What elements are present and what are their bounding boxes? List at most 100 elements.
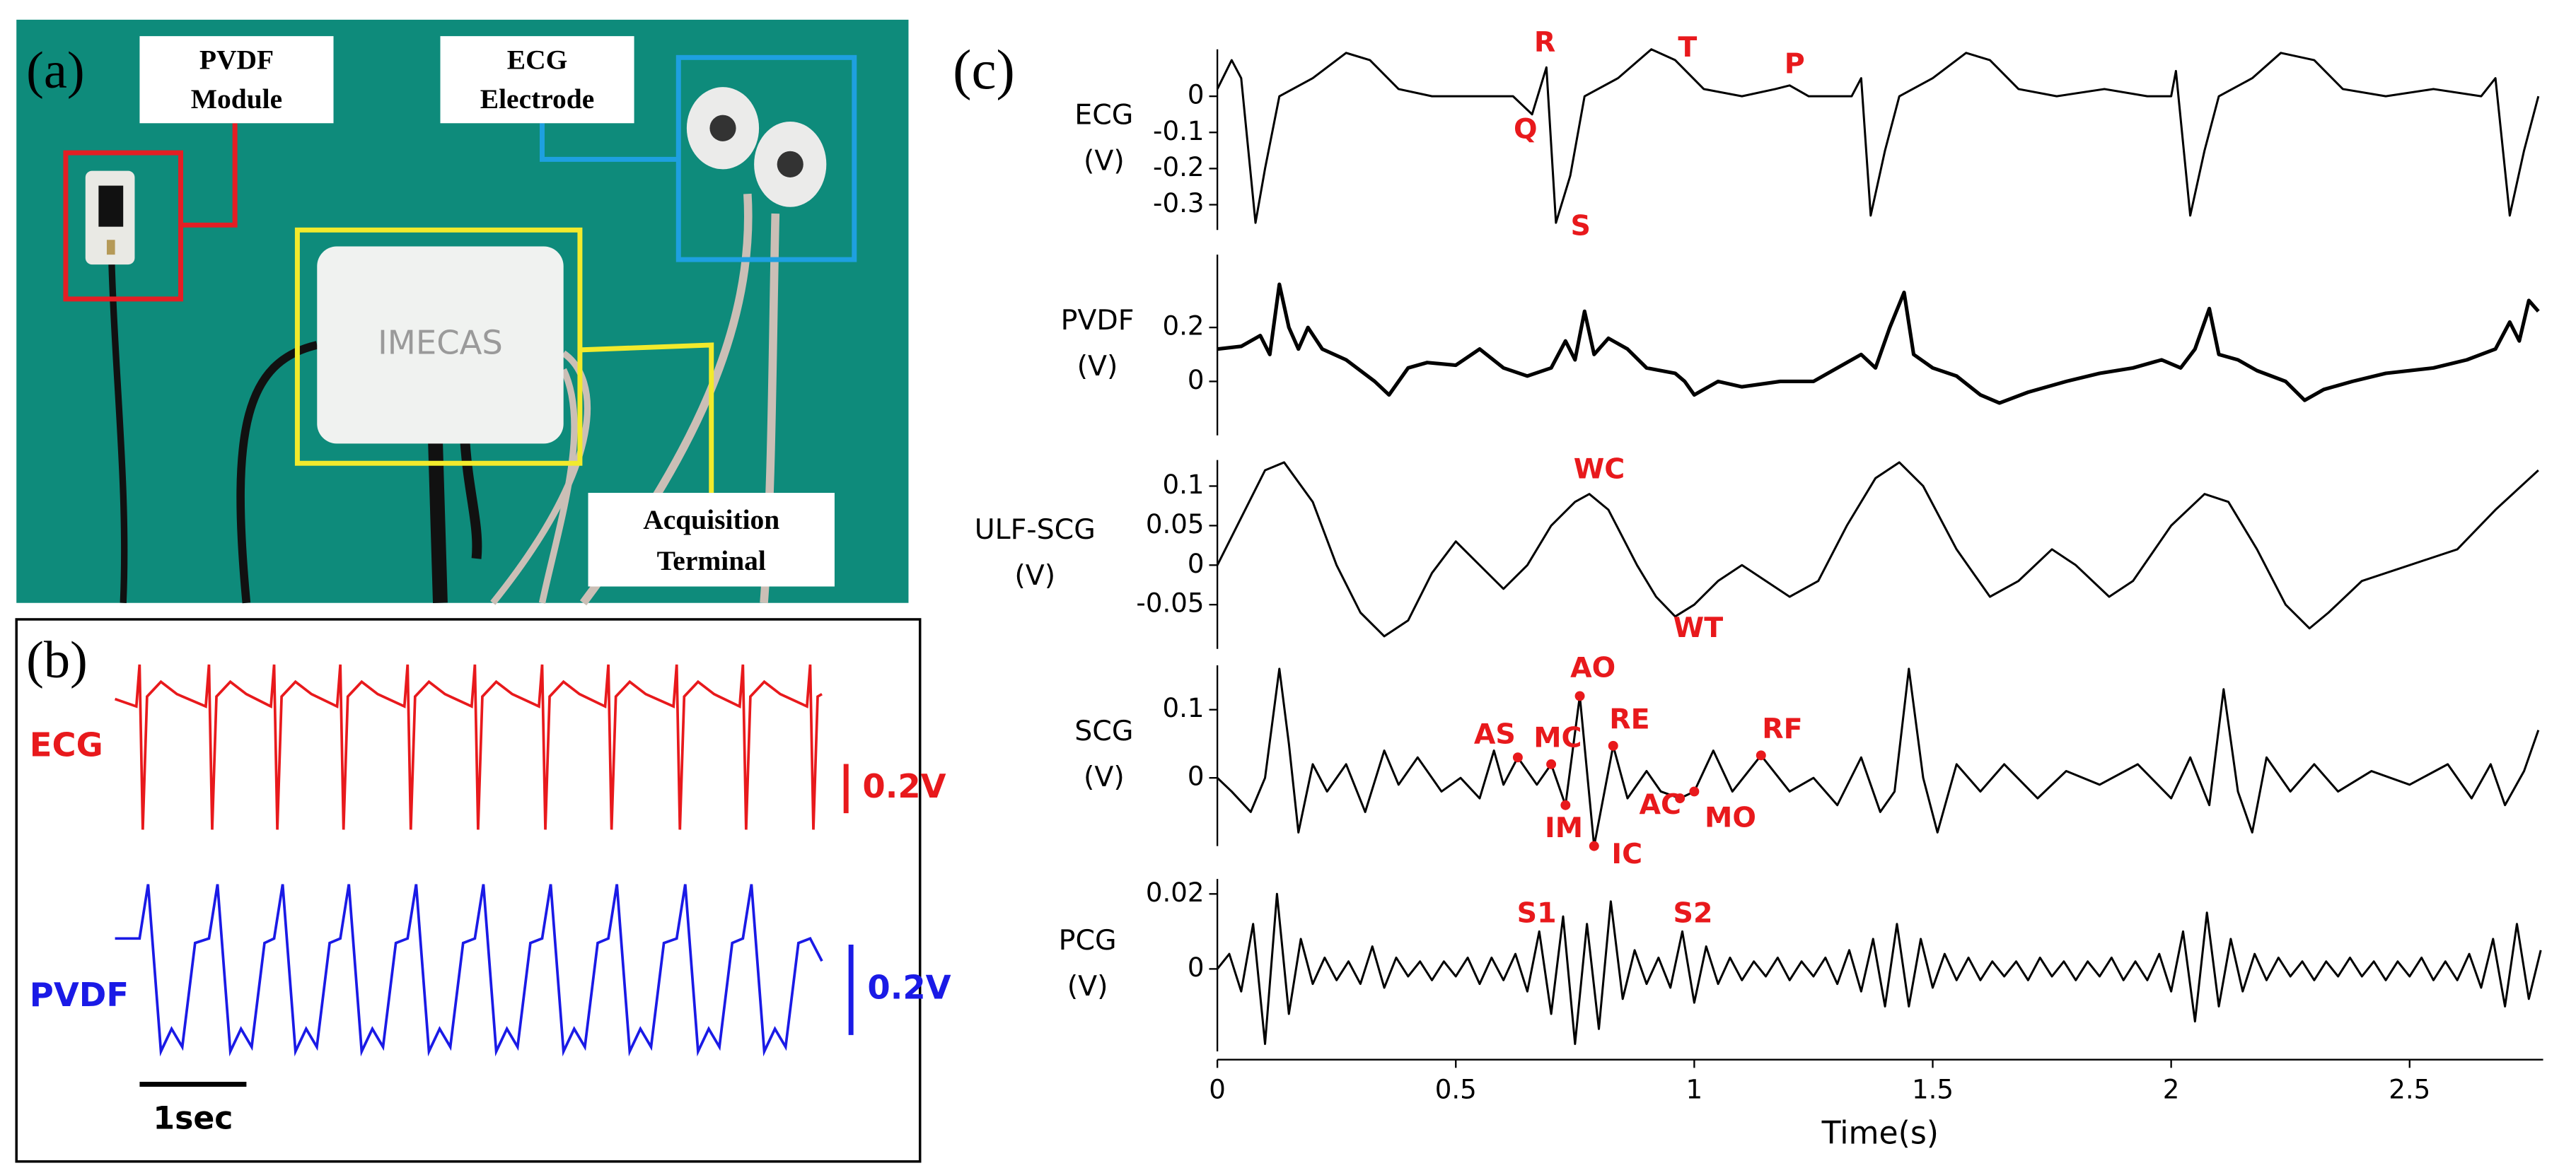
event-marker — [1675, 793, 1686, 804]
x-tick-label: 1.5 — [1912, 1074, 1954, 1104]
device-box — [294, 227, 583, 466]
panel-c: 0 -0.1 -0.2 -0.3 ECG (V) R Q S T P 0 0.2 PVDF (V) -0.05… — [975, 26, 2543, 1152]
event-label: T — [1678, 31, 1697, 64]
panel-b-frame — [15, 618, 922, 1163]
signal-trace — [1216, 48, 2540, 224]
event-label: S1 — [1517, 897, 1557, 930]
event-marker — [1608, 740, 1618, 751]
event-label: AC — [1640, 788, 1682, 821]
y-tick-label: 0 — [1188, 761, 1205, 792]
event-label: RF — [1762, 713, 1802, 745]
event-marker — [1512, 752, 1523, 763]
y-tick-label: -0.05 — [1136, 588, 1204, 619]
event-label: MC — [1533, 722, 1582, 754]
event-label: WC — [1574, 453, 1625, 486]
event-label: WT — [1673, 612, 1724, 644]
y-tick-label: 0 — [1188, 80, 1205, 110]
event-label: MO — [1705, 801, 1756, 834]
device-cable — [490, 350, 591, 605]
x-tick-label: 0.5 — [1435, 1074, 1477, 1104]
y-axis-label: ECG — [1074, 98, 1133, 131]
x-tick-label: 0 — [1209, 1074, 1226, 1104]
event-marker — [1589, 841, 1599, 851]
signal-name: PVDF — [30, 976, 129, 1014]
panel-label: (c) — [953, 40, 1015, 101]
event-marker — [1756, 750, 1766, 761]
y-axis-label: (V) — [1014, 559, 1055, 592]
x-tick-label: 1 — [1686, 1074, 1703, 1104]
device — [317, 246, 564, 444]
device-brand: IMECAS — [378, 323, 503, 361]
pvdf-label: Module — [191, 83, 282, 115]
event-label: RE — [1609, 703, 1649, 735]
event-label: AO — [1570, 652, 1615, 684]
signal-trace — [1217, 667, 2540, 848]
y-tick-label: 0.1 — [1162, 693, 1204, 723]
terminal-label: Acquisition — [643, 504, 779, 535]
ecg-connector — [540, 123, 679, 162]
y-tick-label: 0.1 — [1162, 469, 1204, 500]
y-tick-label: -0.1 — [1153, 116, 1204, 146]
pvdf-label: PVDF — [199, 44, 274, 75]
y-axis-label: (V) — [1084, 145, 1125, 177]
event-marker — [1689, 786, 1700, 797]
x-tick-label: 2.5 — [2389, 1074, 2430, 1104]
y-tick-label: 0 — [1188, 952, 1205, 983]
y-tick-label: 0.05 — [1146, 509, 1205, 539]
scale-label: 0.2V — [862, 767, 946, 805]
panel-b: ECG 0.2V PVDF 0.2V 1sec — [30, 664, 951, 1137]
terminal-label: Terminal — [657, 545, 766, 576]
pvdf-cable — [108, 264, 128, 603]
electrode-snap — [709, 115, 736, 141]
signal-trace — [1216, 892, 2542, 1045]
event-label: S2 — [1673, 897, 1713, 930]
pvdf-slot — [106, 240, 115, 255]
device-cable — [538, 368, 578, 604]
time-label: 1sec — [153, 1101, 233, 1137]
y-axis-label: PVDF — [1061, 304, 1135, 337]
event-label: IC — [1611, 838, 1642, 870]
device-connector — [579, 342, 714, 494]
device-cable — [428, 440, 448, 604]
y-tick-label: -0.3 — [1153, 188, 1204, 218]
event-label: P — [1785, 47, 1805, 80]
panel-label: (a) — [26, 42, 84, 100]
y-axis-label: PCG — [1059, 924, 1117, 957]
signal-name: ECG — [30, 726, 103, 764]
pvdf-film — [98, 185, 124, 227]
event-label: AS — [1474, 718, 1516, 751]
event-label: Q — [1514, 112, 1538, 145]
label-box — [588, 493, 835, 587]
device-cable — [460, 440, 482, 559]
x-axis-label: Time(s) — [1821, 1116, 1939, 1152]
signal-trace — [115, 884, 823, 1057]
y-axis-label: (V) — [1084, 761, 1125, 793]
signal-trace — [1217, 282, 2540, 405]
scale-label: 0.2V — [867, 968, 951, 1006]
y-axis-label: ULF-SCG — [975, 513, 1096, 546]
signal-trace — [114, 664, 823, 830]
event-marker — [1560, 800, 1571, 810]
panel-label: (b) — [26, 631, 88, 689]
photo: IMECAS PVDF Module ECG Electrode Acquisi… — [16, 19, 909, 606]
pvdf-connector — [180, 123, 238, 228]
label-box — [139, 36, 334, 124]
y-axis-label: (V) — [1067, 970, 1108, 1003]
signal-trace — [1216, 461, 2539, 638]
y-tick-label: 0 — [1188, 549, 1205, 579]
label-box — [440, 36, 634, 124]
event-marker — [1546, 759, 1557, 769]
y-axis-label: (V) — [1077, 350, 1118, 383]
ecg-label: Electrode — [480, 83, 595, 115]
y-tick-label: 0.2 — [1162, 311, 1204, 342]
electrode-snap — [777, 151, 803, 177]
device-cable — [236, 341, 318, 604]
event-label: S — [1570, 210, 1590, 243]
event-label: R — [1534, 26, 1555, 59]
y-tick-label: 0 — [1188, 365, 1205, 395]
event-label: IM — [1545, 812, 1583, 844]
y-axis-label: SCG — [1074, 715, 1133, 747]
y-tick-label: 0.02 — [1146, 877, 1205, 908]
ecg-label: ECG — [507, 44, 568, 75]
